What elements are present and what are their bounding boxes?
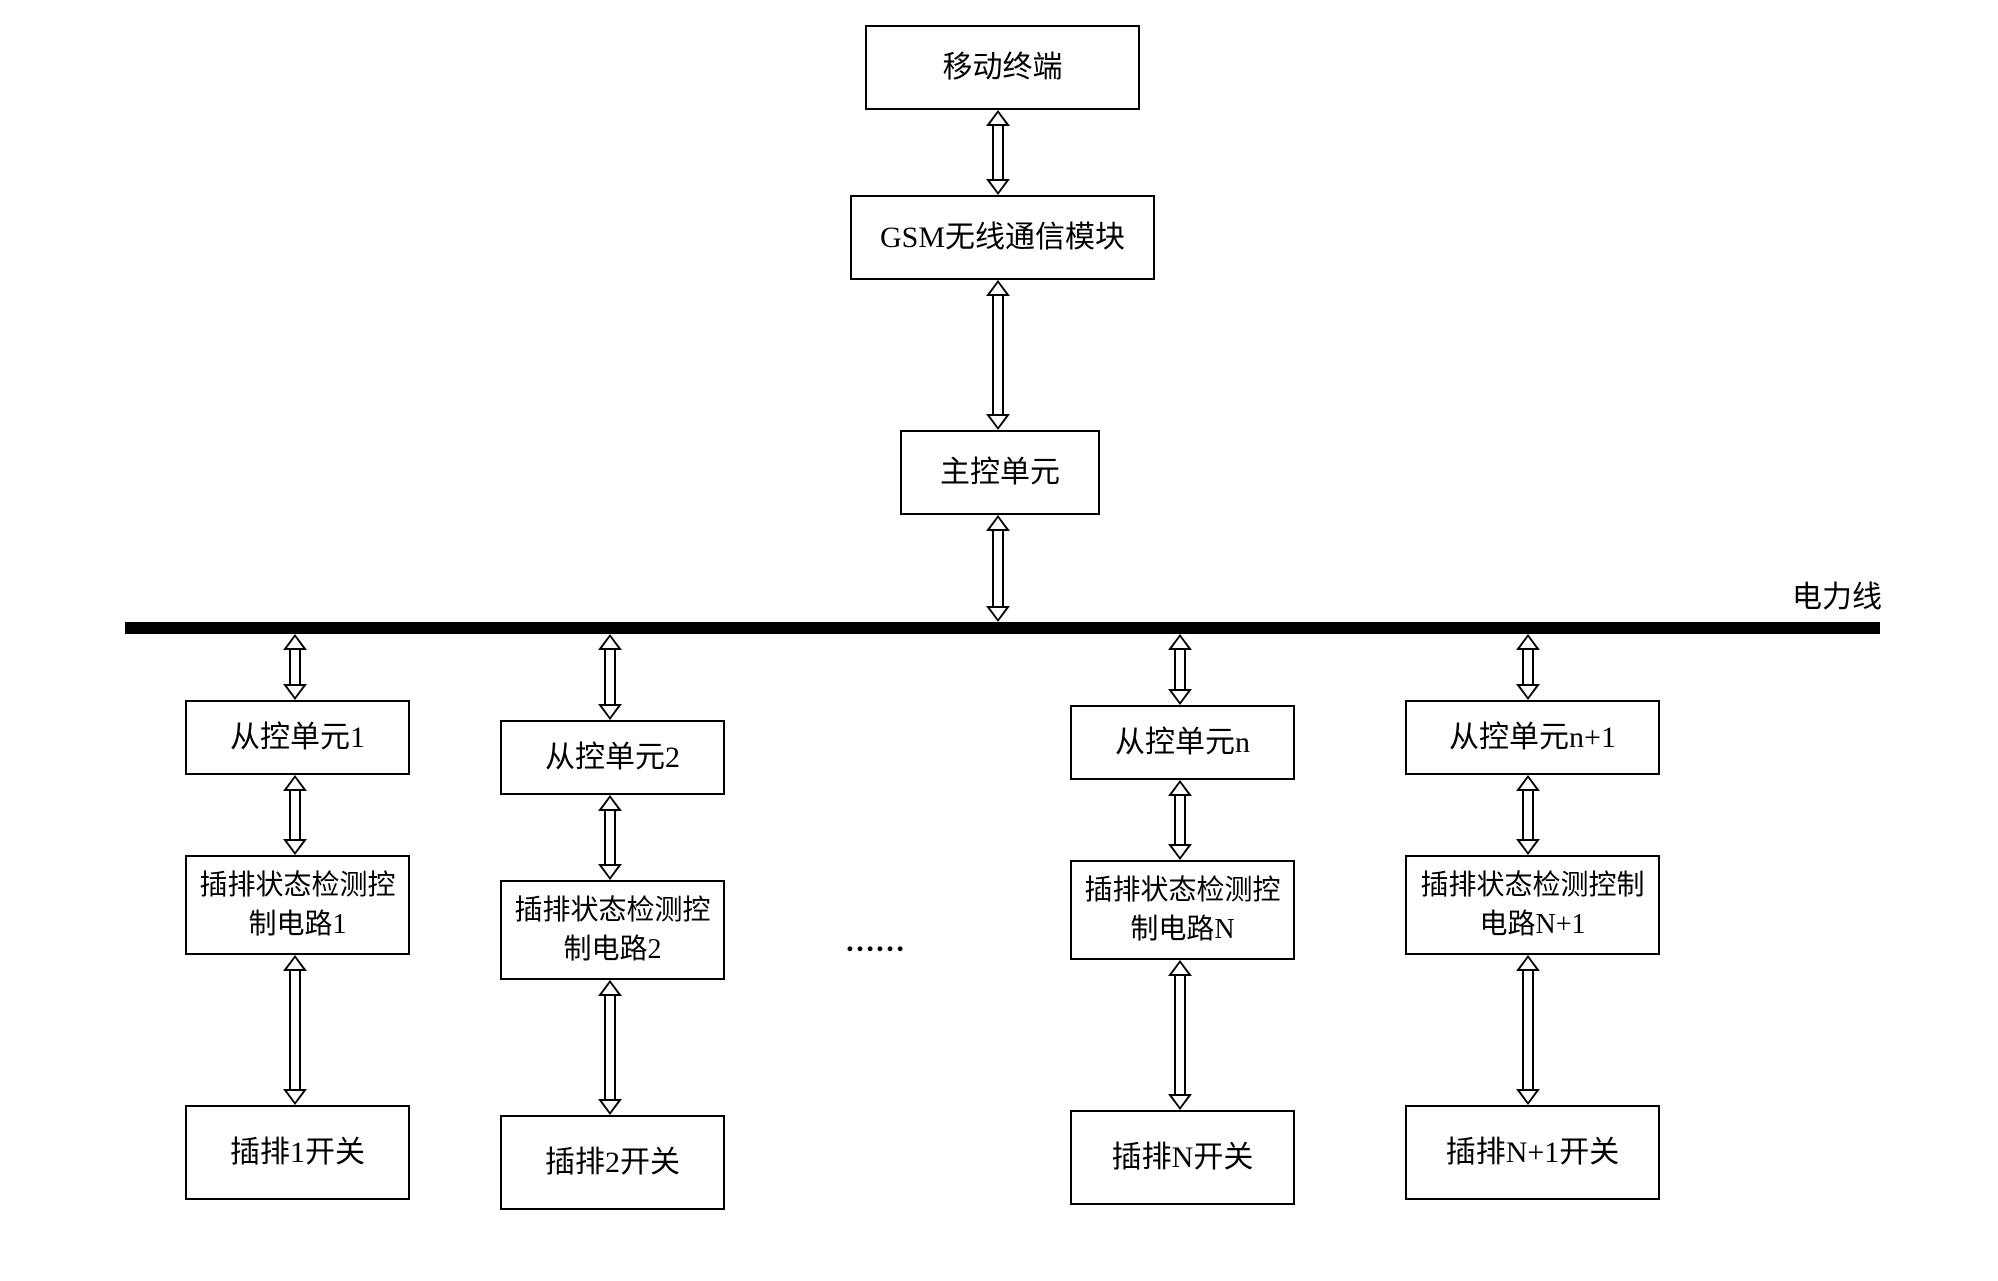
arrow-shaft [604, 811, 616, 864]
arrow-main-control-to-powerline [988, 515, 1008, 622]
arrowhead-up-icon [986, 515, 1010, 531]
arrow-powerline-to-slave-2 [600, 634, 620, 720]
arrow-shaft [1174, 650, 1186, 689]
node-label: 从控单元n+1 [1449, 717, 1616, 759]
arrowhead-up-icon [986, 110, 1010, 126]
arrow-shaft [289, 650, 301, 684]
node-label: 插排状态检测控制电路2 [510, 891, 715, 969]
arrowhead-up-icon [598, 795, 622, 811]
arrow-shaft [1522, 971, 1534, 1089]
node-slave-n1: 从控单元n+1 [1405, 700, 1660, 775]
arrow-shaft [1174, 796, 1186, 844]
arrowhead-down-icon [1168, 689, 1192, 705]
node-label: 从控单元n [1115, 722, 1250, 764]
arrowhead-down-icon [1516, 839, 1540, 855]
arrowhead-up-icon [1516, 955, 1540, 971]
arrow-shaft [1522, 791, 1534, 839]
power-line-bus [125, 622, 1880, 634]
node-detect-n1: 插排状态检测控制电路N+1 [1405, 855, 1660, 955]
node-label: GSM无线通信模块 [880, 217, 1125, 259]
node-label: 从控单元1 [230, 717, 365, 759]
node-slave-2: 从控单元2 [500, 720, 725, 795]
arrow-shaft [992, 531, 1004, 606]
arrowhead-up-icon [1516, 775, 1540, 791]
arrow-powerline-to-slave-1 [285, 634, 305, 700]
arrow-powerline-to-slave-n1 [1518, 634, 1538, 700]
arrow-shaft [1522, 650, 1534, 684]
node-slave-n: 从控单元n [1070, 705, 1295, 780]
arrowhead-up-icon [986, 280, 1010, 296]
arrow-shaft [1174, 976, 1186, 1094]
node-switch-2: 插排2开关 [500, 1115, 725, 1210]
arrow-slave-2-to-detect-2 [600, 795, 620, 880]
arrowhead-down-icon [283, 839, 307, 855]
arrowhead-down-icon [598, 864, 622, 880]
node-slave-1: 从控单元1 [185, 700, 410, 775]
arrowhead-down-icon [1168, 1094, 1192, 1110]
node-detect-n: 插排状态检测控制电路N [1070, 860, 1295, 960]
arrowhead-down-icon [283, 684, 307, 700]
arrowhead-down-icon [986, 606, 1010, 622]
node-label: 从控单元2 [545, 737, 680, 779]
arrow-shaft [289, 971, 301, 1089]
node-switch-1: 插排1开关 [185, 1105, 410, 1200]
arrowhead-down-icon [1516, 684, 1540, 700]
arrowhead-down-icon [598, 704, 622, 720]
arrow-detect-2-to-switch-2 [600, 980, 620, 1115]
arrowhead-down-icon [283, 1089, 307, 1105]
arrow-shaft [992, 296, 1004, 414]
arrowhead-up-icon [1168, 780, 1192, 796]
node-label: 插排2开关 [545, 1142, 680, 1184]
node-label: 插排状态检测控制电路N [1080, 871, 1285, 949]
arrowhead-up-icon [283, 634, 307, 650]
arrow-detect-1-to-switch-1 [285, 955, 305, 1105]
arrow-mobile-terminal-to-gsm-module [988, 110, 1008, 195]
arrowhead-down-icon [986, 179, 1010, 195]
node-label: 主控单元 [940, 452, 1060, 494]
arrowhead-up-icon [598, 980, 622, 996]
node-label: 插排1开关 [230, 1132, 365, 1174]
arrowhead-down-icon [986, 414, 1010, 430]
arrow-slave-n1-to-detect-n1 [1518, 775, 1538, 855]
arrowhead-down-icon [1168, 844, 1192, 860]
arrow-shaft [289, 791, 301, 839]
node-detect-2: 插排状态检测控制电路2 [500, 880, 725, 980]
arrowhead-up-icon [283, 775, 307, 791]
arrow-shaft [604, 650, 616, 704]
node-gsm-module: GSM无线通信模块 [850, 195, 1155, 280]
arrowhead-up-icon [283, 955, 307, 971]
arrow-slave-n-to-detect-n [1170, 780, 1190, 860]
node-label: 插排N开关 [1112, 1137, 1254, 1179]
arrowhead-up-icon [598, 634, 622, 650]
node-label: 插排N+1开关 [1446, 1132, 1620, 1174]
arrowhead-up-icon [1516, 634, 1540, 650]
arrowhead-up-icon [1168, 634, 1192, 650]
arrow-powerline-to-slave-n [1170, 634, 1190, 705]
node-main-control: 主控单元 [900, 430, 1100, 515]
node-label: 移动终端 [943, 47, 1063, 89]
arrow-detect-n-to-switch-n [1170, 960, 1190, 1110]
power-line-label: 电力线 [1792, 572, 1882, 616]
node-label: 插排状态检测控制电路N+1 [1415, 866, 1650, 944]
arrowhead-down-icon [598, 1099, 622, 1115]
arrow-detect-n1-to-switch-n1 [1518, 955, 1538, 1105]
arrow-shaft [604, 996, 616, 1099]
node-detect-1: 插排状态检测控制电路1 [185, 855, 410, 955]
arrow-shaft [992, 126, 1004, 179]
node-label: 插排状态检测控制电路1 [195, 866, 400, 944]
ellipsis-more-units: …… [845, 925, 905, 959]
arrow-slave-1-to-detect-1 [285, 775, 305, 855]
node-switch-n1: 插排N+1开关 [1405, 1105, 1660, 1200]
arrowhead-down-icon [1516, 1089, 1540, 1105]
arrowhead-up-icon [1168, 960, 1192, 976]
node-switch-n: 插排N开关 [1070, 1110, 1295, 1205]
node-mobile-terminal: 移动终端 [865, 25, 1140, 110]
arrow-gsm-module-to-main-control [988, 280, 1008, 430]
